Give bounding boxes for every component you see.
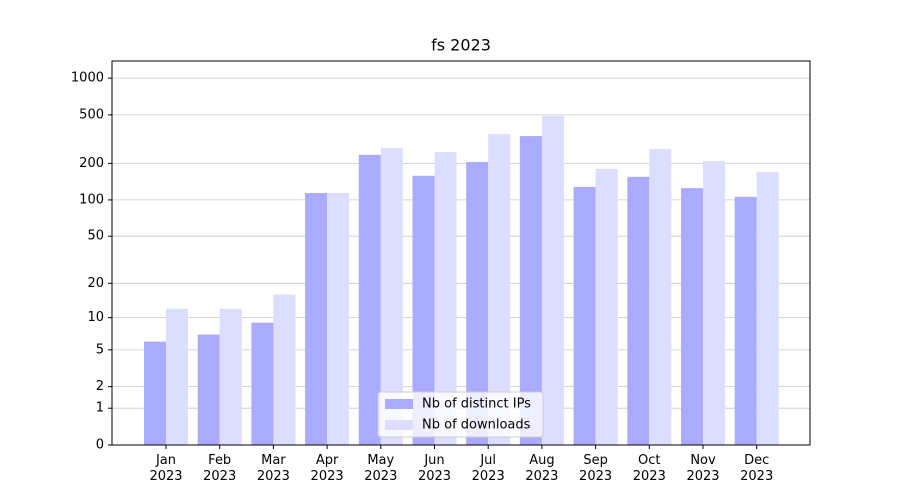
bar [380, 148, 403, 445]
y-tick-label: 5 [96, 342, 104, 357]
x-tick-label: Apr 2023 [310, 453, 344, 484]
plot-frame [111, 60, 811, 446]
y-tick-label: 1000 [71, 71, 104, 86]
x-tick-label: Jul 2023 [471, 453, 505, 484]
x-tick-label: Aug 2023 [525, 453, 559, 484]
x-tick-label: May 2023 [364, 453, 398, 484]
legend: Nb of distinct IPs Nb of downloads [377, 391, 544, 438]
x-tick-label: Jan 2023 [149, 453, 183, 484]
y-tick-label: 200 [79, 156, 104, 171]
bar [144, 341, 166, 445]
bar [488, 134, 511, 445]
x-tick-label: Mar 2023 [256, 453, 290, 484]
bar [251, 322, 274, 445]
legend-swatch [385, 420, 413, 430]
bar [734, 196, 757, 445]
x-tick-label: Dec 2023 [740, 453, 774, 484]
bar [305, 193, 328, 445]
chart-title: fs 2023 [431, 36, 491, 55]
y-tick-label: 2 [96, 379, 104, 394]
bar [627, 176, 650, 445]
y-tick-label: 50 [87, 229, 104, 244]
y-tick-label: 10 [87, 310, 104, 325]
bar [756, 171, 779, 445]
legend-swatch [385, 399, 413, 409]
bar [219, 308, 242, 445]
x-tick-label: Nov 2023 [686, 453, 720, 484]
x-tick-label: Jun 2023 [417, 453, 452, 484]
y-tick-label: 1 [96, 401, 104, 416]
bar [595, 168, 618, 445]
y-tick-label: 100 [79, 192, 104, 207]
bar [703, 161, 725, 445]
x-tick-label: Feb 2023 [203, 453, 237, 484]
x-tick-label: Oct 2023 [632, 453, 666, 484]
bar [327, 193, 350, 445]
bar [434, 151, 457, 445]
bar [573, 186, 596, 445]
y-tick-label: 0 [96, 438, 104, 453]
x-tick-label: Sep 2023 [579, 453, 613, 484]
bar [649, 149, 672, 445]
legend-box [377, 391, 544, 438]
legend-label: Nb of downloads [422, 418, 531, 433]
y-tick-label: 20 [87, 276, 104, 291]
bar [466, 162, 489, 445]
legend-label: Nb of distinct IPs [422, 397, 531, 412]
bar [197, 334, 220, 445]
bar [166, 308, 188, 445]
bar [541, 115, 564, 445]
bar [273, 294, 296, 445]
bar [519, 136, 542, 445]
y-tick-label: 500 [79, 107, 104, 122]
bar [681, 188, 703, 445]
bar [412, 175, 435, 446]
bar [358, 154, 381, 445]
